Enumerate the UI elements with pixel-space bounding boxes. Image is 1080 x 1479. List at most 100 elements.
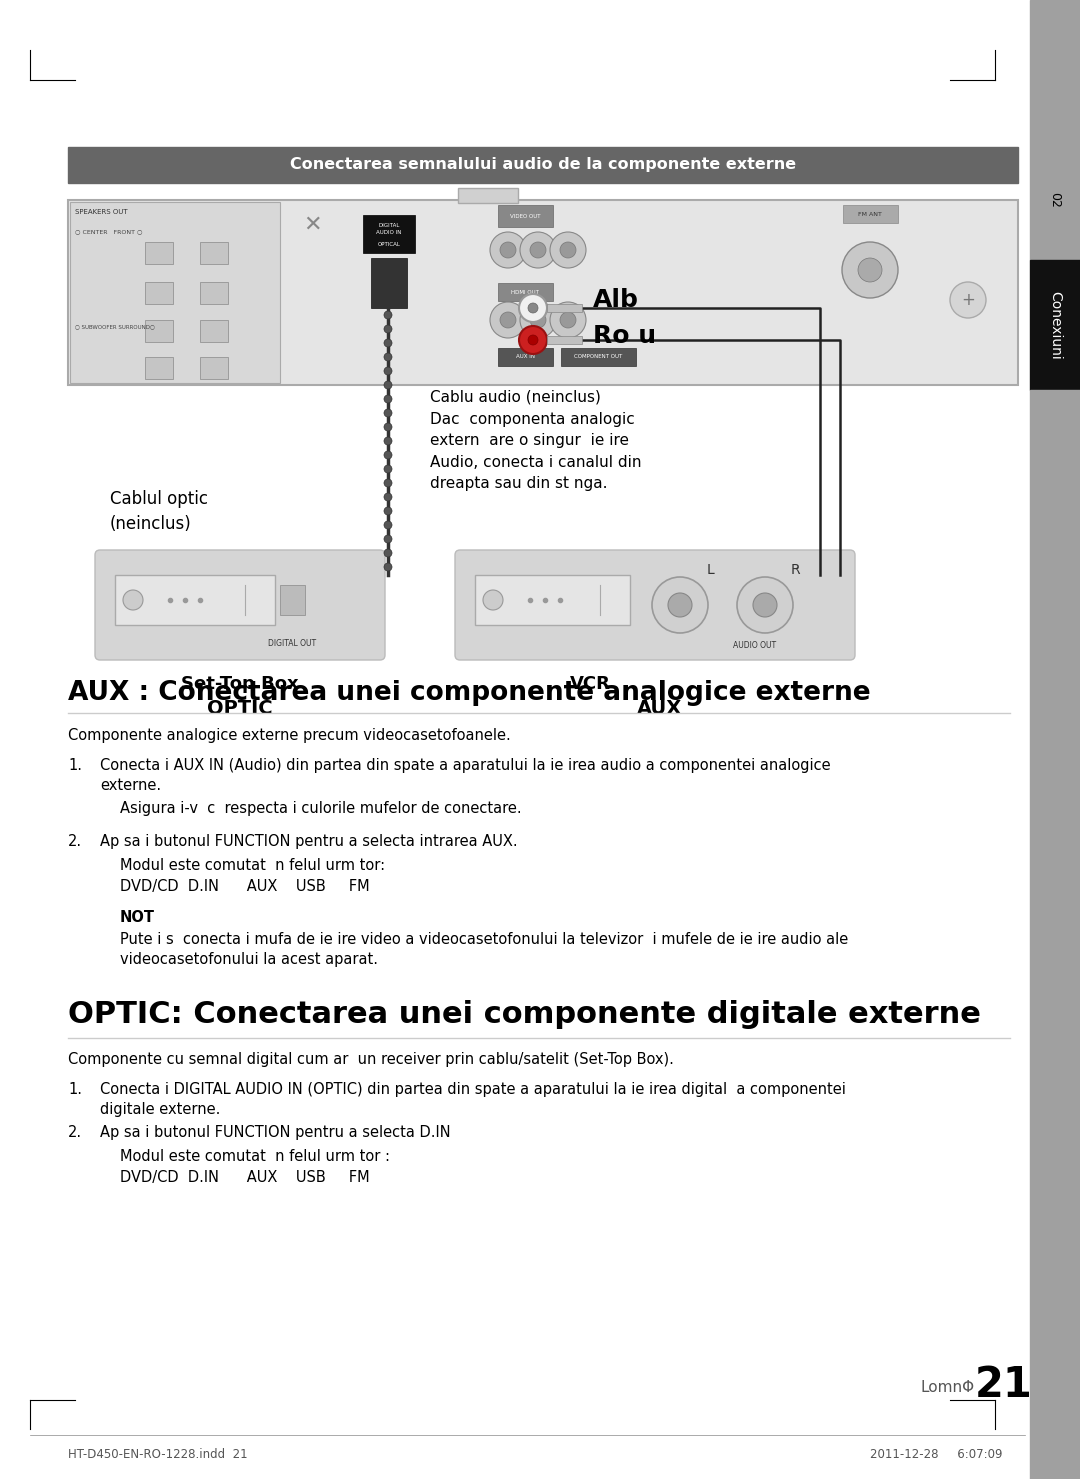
Text: VIDEO OUT: VIDEO OUT bbox=[510, 213, 540, 219]
Circle shape bbox=[384, 410, 392, 417]
Bar bbox=[1030, 260, 1080, 390]
Bar bbox=[1030, 0, 1080, 260]
Circle shape bbox=[500, 312, 516, 328]
Text: FM ANT: FM ANT bbox=[859, 211, 882, 216]
Circle shape bbox=[384, 353, 392, 361]
Circle shape bbox=[669, 593, 692, 617]
FancyBboxPatch shape bbox=[455, 550, 855, 660]
Circle shape bbox=[490, 232, 526, 268]
Text: AUX IN: AUX IN bbox=[515, 355, 535, 359]
Text: 1.: 1. bbox=[68, 1083, 82, 1097]
Circle shape bbox=[384, 325, 392, 333]
Circle shape bbox=[842, 243, 897, 297]
Bar bbox=[70, 203, 280, 383]
Circle shape bbox=[519, 232, 556, 268]
Text: Ap sa i butonul FUNCTION pentru a selecta D.IN: Ap sa i butonul FUNCTION pentru a select… bbox=[100, 1126, 450, 1140]
Text: COMPONENT OUT: COMPONENT OUT bbox=[573, 355, 622, 359]
Text: NOT: NOT bbox=[120, 910, 156, 924]
Text: AUDIO OUT: AUDIO OUT bbox=[733, 640, 777, 649]
Bar bbox=[498, 348, 553, 365]
Text: OPTICAL: OPTICAL bbox=[378, 243, 401, 247]
Bar bbox=[145, 282, 173, 305]
Text: 21: 21 bbox=[975, 1364, 1032, 1407]
Bar bbox=[1030, 390, 1080, 1479]
Bar bbox=[145, 356, 173, 379]
Circle shape bbox=[528, 303, 538, 314]
Circle shape bbox=[550, 232, 586, 268]
Bar bbox=[145, 243, 173, 263]
Circle shape bbox=[753, 593, 777, 617]
Bar bbox=[546, 336, 582, 345]
Bar bbox=[475, 575, 630, 626]
Circle shape bbox=[384, 563, 392, 571]
Text: 1.: 1. bbox=[68, 759, 82, 774]
Circle shape bbox=[384, 535, 392, 543]
Text: HDMI OUT: HDMI OUT bbox=[511, 290, 539, 294]
Bar bbox=[200, 356, 228, 379]
Circle shape bbox=[530, 243, 546, 257]
Text: R: R bbox=[791, 563, 800, 577]
Text: Conecta i AUX IN (Audio) din partea din spate a aparatului la ie irea audio a co: Conecta i AUX IN (Audio) din partea din … bbox=[100, 759, 831, 793]
Text: Asigura i-v  c  respecta i culorile mufelor de conectare.: Asigura i-v c respecta i culorile mufelo… bbox=[120, 802, 522, 816]
Circle shape bbox=[384, 521, 392, 529]
Circle shape bbox=[384, 382, 392, 389]
Circle shape bbox=[384, 464, 392, 473]
Text: Conectarea semnalului audio de la componente externe: Conectarea semnalului audio de la compon… bbox=[289, 157, 796, 173]
Circle shape bbox=[384, 451, 392, 458]
Circle shape bbox=[384, 507, 392, 515]
Text: Pute i s  conecta i mufa de ie ire video a videocasetofonului la televizor  i mu: Pute i s conecta i mufa de ie ire video … bbox=[120, 932, 848, 967]
Text: AUX: AUX bbox=[637, 700, 683, 717]
Circle shape bbox=[519, 302, 556, 339]
Text: SPEAKERS OUT: SPEAKERS OUT bbox=[75, 209, 127, 214]
Circle shape bbox=[483, 590, 503, 609]
Bar bbox=[280, 586, 305, 615]
Text: 2.: 2. bbox=[68, 1126, 82, 1140]
Circle shape bbox=[519, 325, 546, 353]
Circle shape bbox=[652, 577, 708, 633]
Bar bbox=[114, 575, 275, 626]
Bar bbox=[546, 305, 582, 312]
Bar bbox=[68, 146, 1018, 183]
Bar bbox=[68, 200, 1018, 385]
Circle shape bbox=[384, 395, 392, 402]
Text: Ap sa i butonul FUNCTION pentru a selecta intrarea AUX.: Ap sa i butonul FUNCTION pentru a select… bbox=[100, 834, 517, 849]
Text: Conecta i DIGITAL AUDIO IN (OPTIC) din partea din spate a aparatului la ie irea : Conecta i DIGITAL AUDIO IN (OPTIC) din p… bbox=[100, 1083, 846, 1118]
Text: OPTIC: Conectarea unei componente digitale externe: OPTIC: Conectarea unei componente digita… bbox=[68, 1000, 981, 1029]
Circle shape bbox=[561, 243, 576, 257]
Text: 2.: 2. bbox=[68, 834, 82, 849]
Text: Modul este comutat  n felul urm tor :
DVD/CD  D.IN      AUX    USB     FM: Modul este comutat n felul urm tor : DVD… bbox=[120, 1149, 390, 1185]
FancyBboxPatch shape bbox=[95, 550, 384, 660]
Text: Modul este comutat  n felul urm tor:
DVD/CD  D.IN      AUX    USB     FM: Modul este comutat n felul urm tor: DVD/… bbox=[120, 858, 386, 893]
Circle shape bbox=[858, 257, 882, 282]
Text: 2011-12-28     6:07:09: 2011-12-28 6:07:09 bbox=[870, 1448, 1002, 1461]
Bar bbox=[363, 214, 415, 253]
Circle shape bbox=[519, 294, 546, 322]
Circle shape bbox=[950, 282, 986, 318]
Bar bbox=[498, 206, 553, 226]
Text: Cablul optic
(neinclus): Cablul optic (neinclus) bbox=[110, 490, 208, 532]
Text: L: L bbox=[706, 563, 714, 577]
Bar bbox=[200, 243, 228, 263]
Circle shape bbox=[384, 493, 392, 501]
Text: Ro u: Ro u bbox=[593, 324, 657, 348]
Text: ✕: ✕ bbox=[303, 214, 322, 235]
Text: AUX : Conectarea unei componente analogice externe: AUX : Conectarea unei componente analogi… bbox=[68, 680, 870, 705]
Text: Cablu audio (neinclus)
Dac  componenta analogic
extern  are o singur  ie ire
Aud: Cablu audio (neinclus) Dac componenta an… bbox=[430, 390, 642, 491]
Circle shape bbox=[384, 436, 392, 445]
Bar bbox=[843, 206, 897, 223]
Text: +: + bbox=[961, 291, 975, 309]
Circle shape bbox=[384, 311, 392, 319]
Bar bbox=[200, 282, 228, 305]
Bar bbox=[145, 319, 173, 342]
Text: Componente cu semnal digital cum ar  un receiver prin cablu/satelit (Set-Top Box: Componente cu semnal digital cum ar un r… bbox=[68, 1052, 674, 1066]
Circle shape bbox=[384, 479, 392, 487]
Text: OPTIC: OPTIC bbox=[207, 700, 273, 717]
Bar bbox=[372, 257, 407, 308]
Circle shape bbox=[561, 312, 576, 328]
Text: 02: 02 bbox=[1049, 192, 1062, 209]
Text: ○ SUBWOOFER SURROUND○: ○ SUBWOOFER SURROUND○ bbox=[75, 324, 154, 330]
Circle shape bbox=[490, 302, 526, 339]
Text: DIGITAL
AUDIO IN: DIGITAL AUDIO IN bbox=[376, 223, 402, 235]
Circle shape bbox=[528, 336, 538, 345]
Circle shape bbox=[123, 590, 143, 609]
